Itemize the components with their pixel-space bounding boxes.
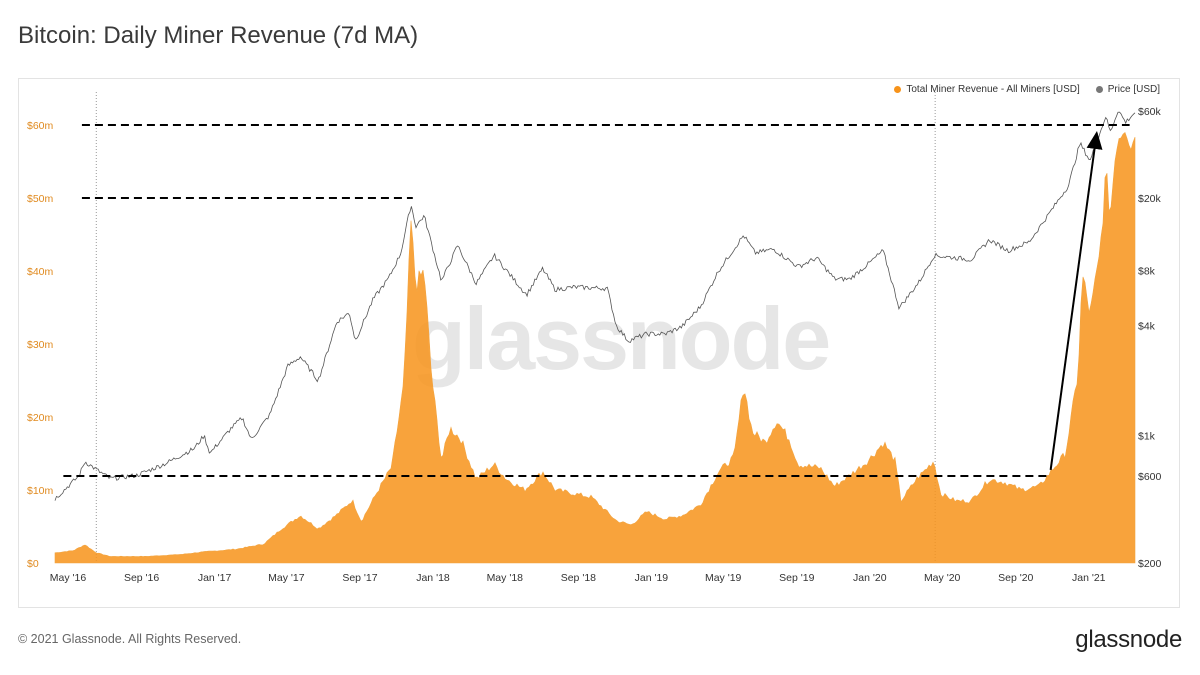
y-right-tick-label: $60k <box>1138 106 1162 118</box>
x-tick-label: Jan '19 <box>635 572 669 584</box>
x-tick-label: Jan '21 <box>1072 572 1106 584</box>
legend-dot-revenue <box>894 86 902 93</box>
legend-item-price[interactable]: Price [USD] <box>1095 84 1160 95</box>
x-tick-label: May '20 <box>924 572 961 584</box>
y-right-tick-label: $8k <box>1138 266 1156 278</box>
x-tick-label: May '17 <box>268 572 305 584</box>
y-right-tick-label: $600 <box>1138 471 1162 483</box>
chart-title: Bitcoin: Daily Miner Revenue (7d MA) <box>18 22 419 49</box>
y-left-tick-label: $20m <box>27 412 54 424</box>
y-left-tick-label: $0 <box>27 558 39 570</box>
legend-dot-price <box>1095 86 1103 93</box>
x-tick-label: Jan '18 <box>416 572 450 584</box>
y-left-tick-label: $30m <box>27 339 54 351</box>
y-right-tick-label: $200 <box>1138 558 1162 570</box>
brand-logo: glassnode <box>1075 626 1182 653</box>
x-tick-label: May '19 <box>705 572 742 584</box>
x-tick-label: Jan '20 <box>853 572 887 584</box>
legend: Total Miner Revenue - All Miners [USD] P… <box>894 84 1160 95</box>
x-tick-label: Sep '17 <box>342 572 377 584</box>
legend-label-revenue: Total Miner Revenue - All Miners [USD] <box>906 84 1080 95</box>
y-left-tick-label: $50m <box>27 193 54 205</box>
y-left-tick-label: $60m <box>27 120 54 132</box>
y-right-tick-label: $20k <box>1138 193 1162 205</box>
x-tick-label: Sep '20 <box>998 572 1033 584</box>
series-revenue-area <box>54 131 1136 564</box>
chart-frame <box>18 78 1180 608</box>
annotation-arrow <box>1049 131 1103 471</box>
x-tick-label: May '18 <box>487 572 524 584</box>
y-left-tick-label: $10m <box>27 485 54 497</box>
legend-item-revenue[interactable]: Total Miner Revenue - All Miners [USD] <box>894 84 1080 95</box>
x-tick-label: Sep '18 <box>561 572 596 584</box>
chart-canvas: $0 $10m $20m $30m $40m $50m $60m $200 $600 $1k $4k… <box>27 92 1162 584</box>
legend-label-price: Price [USD] <box>1107 84 1160 95</box>
x-tick-label: Jan '17 <box>198 572 232 584</box>
y-right-tick-label: $1k <box>1138 430 1156 442</box>
watermark: glassnode <box>412 289 831 388</box>
x-tick-label: Sep '16 <box>124 572 159 584</box>
series-price-line <box>54 111 1136 501</box>
copyright-text: © 2021 Glassnode. All Rights Reserved. <box>18 632 242 646</box>
x-tick-label: May '16 <box>50 572 87 584</box>
y-right-tick-label: $4k <box>1138 321 1156 333</box>
y-left-tick-label: $40m <box>27 266 54 278</box>
x-tick-label: Sep '19 <box>779 572 814 584</box>
